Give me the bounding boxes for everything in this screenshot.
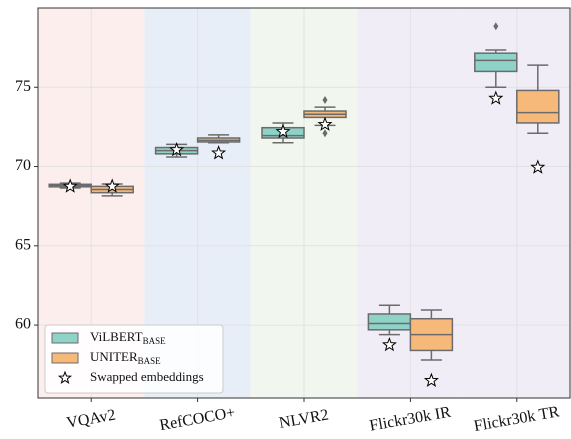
legend-star [57, 370, 73, 385]
y-tick-label: 60 [15, 316, 31, 333]
swapped-star [169, 141, 185, 157]
x-tick-label: NLVR2 [278, 406, 330, 431]
legend-label: ViLBERTBASE [90, 329, 166, 346]
x-tick-label: Flickr30k TR [473, 403, 561, 435]
box [474, 52, 518, 73]
legend-frame [44, 324, 224, 394]
y-tick-label: 70 [15, 157, 31, 174]
legend-subscript: BASE [138, 356, 162, 366]
legend-subscript: BASE [143, 336, 167, 346]
swapped-star [211, 145, 227, 160]
swapped-star [381, 336, 397, 352]
legend-swatch [51, 332, 79, 344]
y-tick-label: 65 [15, 236, 31, 253]
box [516, 89, 560, 124]
y-tick-label: 75 [15, 78, 31, 95]
x-tick-label: RefCOCO+ [158, 404, 236, 434]
outlier [322, 129, 328, 138]
legend-label: UNITERBASE [90, 349, 161, 366]
legend-name: UNITER [90, 349, 138, 364]
box [367, 313, 412, 331]
swapped-star [317, 116, 333, 131]
swapped-star [423, 372, 439, 387]
swapped-star [62, 178, 78, 193]
swapped-star [275, 123, 291, 139]
outlier [322, 95, 328, 104]
swapped-star [104, 178, 120, 193]
legend-name: ViLBERT [90, 329, 143, 344]
swapped-star [488, 90, 504, 105]
x-tick-label: Flickr30k IR [368, 404, 452, 435]
outlier [493, 22, 499, 31]
swapped-star [530, 159, 546, 174]
x-tick-label: VQAv2 [65, 407, 117, 432]
legend-swatch [51, 352, 79, 364]
legend-label: Swapped embeddings [90, 369, 204, 384]
